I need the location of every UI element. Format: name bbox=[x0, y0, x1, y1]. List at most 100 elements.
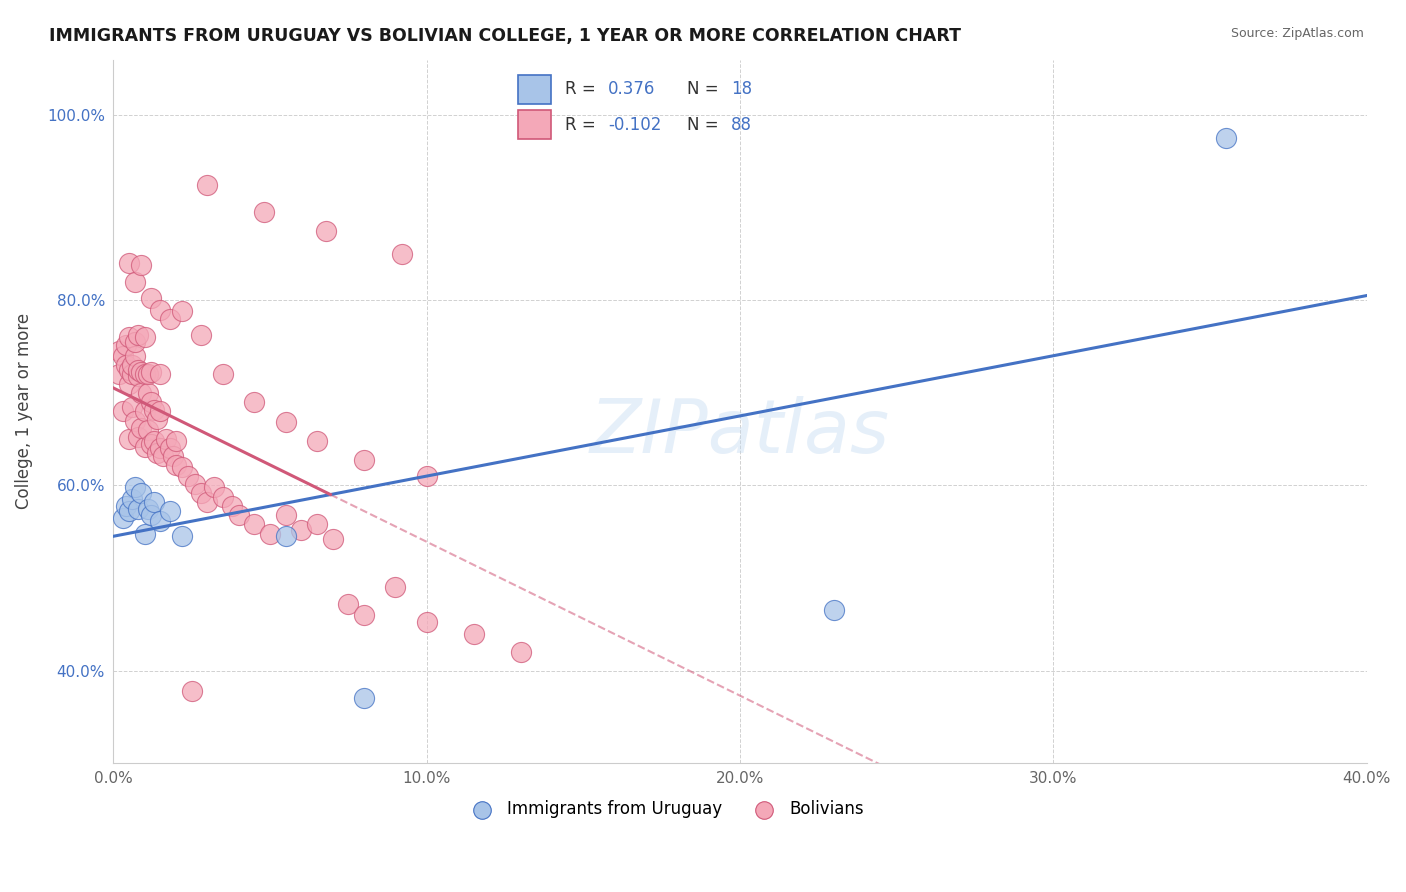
Point bbox=[131, 421, 153, 435]
Point bbox=[121, 400, 143, 414]
Point bbox=[134, 440, 156, 454]
Point bbox=[111, 511, 134, 525]
Point bbox=[212, 368, 235, 382]
Point bbox=[149, 368, 172, 382]
Point bbox=[228, 508, 250, 522]
Point bbox=[139, 508, 162, 522]
Point bbox=[143, 434, 166, 448]
Point bbox=[221, 499, 243, 513]
Point bbox=[134, 330, 156, 344]
Point bbox=[172, 459, 194, 474]
Point bbox=[162, 449, 184, 463]
Point bbox=[139, 395, 162, 409]
Point bbox=[124, 275, 146, 289]
Point bbox=[131, 485, 153, 500]
Point bbox=[190, 485, 212, 500]
Point bbox=[202, 480, 225, 494]
Point bbox=[114, 337, 136, 351]
Point bbox=[146, 411, 169, 425]
Point bbox=[159, 311, 181, 326]
Point bbox=[183, 476, 205, 491]
Point bbox=[121, 368, 143, 382]
Point bbox=[118, 504, 141, 518]
Point bbox=[305, 517, 328, 532]
Point bbox=[139, 292, 162, 306]
Point bbox=[118, 256, 141, 270]
Point bbox=[136, 368, 159, 382]
Point bbox=[415, 615, 437, 630]
Point bbox=[180, 684, 202, 698]
Point bbox=[305, 434, 328, 448]
Point bbox=[152, 449, 174, 463]
Point bbox=[509, 645, 531, 659]
Point bbox=[274, 529, 297, 543]
Point bbox=[155, 432, 177, 446]
Point bbox=[274, 508, 297, 522]
Point bbox=[274, 416, 297, 430]
Point bbox=[143, 495, 166, 509]
Point bbox=[463, 626, 485, 640]
Point bbox=[139, 436, 162, 450]
Point bbox=[177, 469, 200, 483]
Point bbox=[121, 358, 143, 372]
Point bbox=[124, 480, 146, 494]
Point bbox=[134, 526, 156, 541]
Point bbox=[114, 499, 136, 513]
Y-axis label: College, 1 year or more: College, 1 year or more bbox=[15, 313, 32, 509]
Point bbox=[118, 330, 141, 344]
Point bbox=[353, 607, 375, 622]
Point bbox=[131, 366, 153, 380]
Point bbox=[139, 841, 162, 855]
Point bbox=[290, 523, 312, 537]
Point bbox=[118, 362, 141, 376]
Point bbox=[315, 224, 337, 238]
Point bbox=[159, 442, 181, 456]
Point bbox=[253, 205, 276, 219]
Point bbox=[136, 423, 159, 437]
Point bbox=[136, 385, 159, 400]
Point bbox=[353, 691, 375, 706]
Text: ZIPatlas: ZIPatlas bbox=[591, 396, 890, 468]
Point bbox=[172, 529, 194, 543]
Point bbox=[131, 258, 153, 272]
Point bbox=[114, 358, 136, 372]
Point bbox=[259, 526, 281, 541]
Point bbox=[134, 404, 156, 418]
Point bbox=[146, 446, 169, 460]
Point bbox=[391, 247, 413, 261]
Point bbox=[127, 501, 149, 516]
Point bbox=[108, 368, 131, 382]
Point bbox=[1215, 131, 1237, 145]
Point bbox=[139, 366, 162, 380]
Point bbox=[121, 492, 143, 507]
Point bbox=[337, 597, 360, 611]
Point bbox=[136, 501, 159, 516]
Point bbox=[415, 469, 437, 483]
Point bbox=[165, 434, 187, 448]
Point bbox=[108, 344, 131, 359]
Point bbox=[823, 603, 845, 617]
Point bbox=[111, 404, 134, 418]
Point bbox=[127, 362, 149, 376]
Text: IMMIGRANTS FROM URUGUAY VS BOLIVIAN COLLEGE, 1 YEAR OR MORE CORRELATION CHART: IMMIGRANTS FROM URUGUAY VS BOLIVIAN COLL… bbox=[49, 27, 962, 45]
Point bbox=[212, 490, 235, 504]
Point bbox=[165, 458, 187, 472]
Point bbox=[127, 369, 149, 384]
Point bbox=[124, 349, 146, 363]
Point bbox=[243, 517, 266, 532]
Point bbox=[195, 495, 218, 509]
Point bbox=[127, 844, 149, 858]
Text: Source: ZipAtlas.com: Source: ZipAtlas.com bbox=[1230, 27, 1364, 40]
Point bbox=[190, 328, 212, 343]
Point bbox=[172, 304, 194, 318]
Point bbox=[243, 395, 266, 409]
Point bbox=[149, 514, 172, 528]
Point bbox=[149, 442, 172, 456]
Point bbox=[124, 414, 146, 428]
Point bbox=[149, 404, 172, 418]
Point bbox=[159, 504, 181, 518]
Point bbox=[124, 334, 146, 349]
Point bbox=[134, 368, 156, 382]
Point bbox=[131, 385, 153, 400]
Point bbox=[127, 430, 149, 444]
